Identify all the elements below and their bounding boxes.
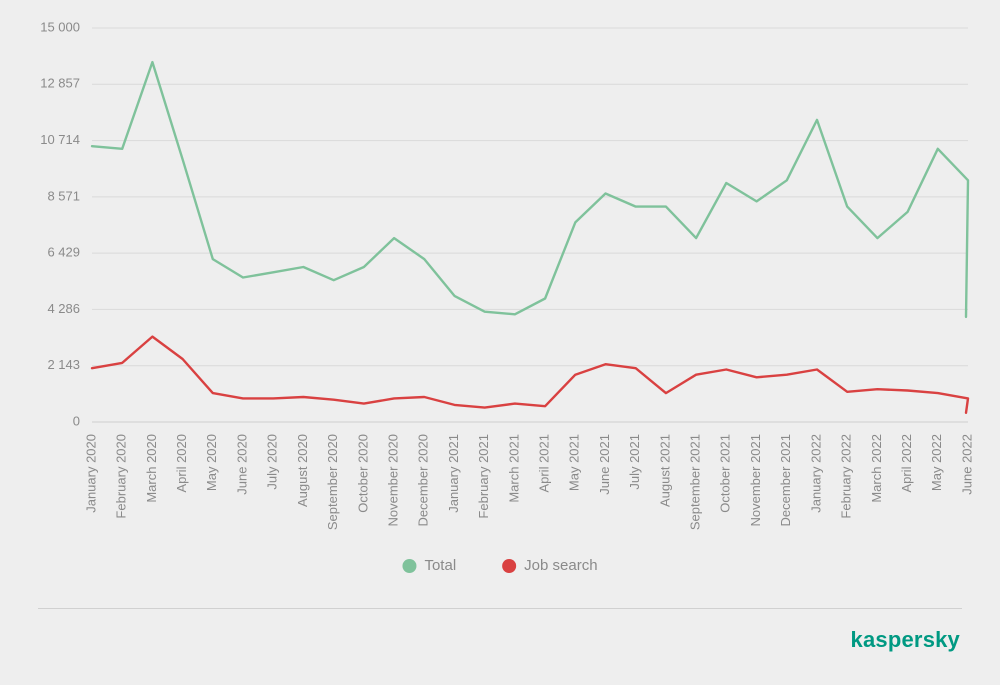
x-tick-label: June 2022 [959,434,974,495]
line-chart-svg: 0 2 143 4 286 6 429 8 571 10 714 12 857 15 000 J… [14,14,986,584]
x-tick-label: January 2021 [446,434,461,513]
chart-frame: 0 2 143 4 286 6 429 8 571 10 714 12 857 15 000 J… [14,14,986,671]
x-tick-label: March 2022 [869,434,884,503]
x-tick-label: October 2021 [718,434,733,513]
bottom-divider [38,608,962,609]
chart-area: 0 2 143 4 286 6 429 8 571 10 714 12 857 15 000 J… [14,14,986,584]
y-tick-label: 2 143 [47,357,80,372]
x-tick-label: December 2020 [416,434,431,527]
x-tick-label: March 2021 [506,434,521,503]
x-tick-label: March 2020 [144,434,159,503]
x-tick-label: July 2020 [265,434,280,490]
x-tick-label: February 2020 [114,434,129,519]
x-tick-label: August 2021 [657,434,672,507]
x-tick-label: October 2020 [355,434,370,513]
x-tick-label: February 2022 [839,434,854,519]
y-tick-label: 12 857 [40,76,80,91]
legend-swatch-icon [502,559,516,573]
brand-logo: kaspersky [851,627,960,653]
x-tick-label: September 2021 [688,434,703,530]
legend-label: Total [424,557,456,574]
y-tick-label: 0 [73,413,80,428]
x-tick-label: April 2021 [537,434,552,493]
x-tick-label: September 2020 [325,434,340,530]
x-tick-label: November 2020 [386,434,401,527]
x-tick-label: January 2022 [808,434,823,513]
legend-swatch-icon [402,559,416,573]
x-tick-label: May 2021 [567,434,582,491]
x-tick-label: January 2020 [83,434,98,513]
x-tick-label: June 2020 [234,434,249,495]
x-tick-label: May 2020 [204,434,219,491]
x-tick-label: December 2021 [778,434,793,527]
x-tick-label: April 2022 [899,434,914,493]
y-tick-label: 4 286 [47,301,80,316]
y-tick-label: 15 000 [40,19,80,34]
legend: Total Job search [402,557,597,574]
x-tick-label: May 2022 [929,434,944,491]
x-tick-label: April 2020 [174,434,189,493]
x-tick-label: July 2021 [627,434,642,490]
x-tick-label: August 2020 [295,434,310,507]
y-tick-label: 6 429 [47,245,80,260]
x-tick-label: June 2021 [597,434,612,495]
legend-label: Job search [524,557,597,574]
x-tick-label: November 2021 [748,434,763,527]
page-background: 0 2 143 4 286 6 429 8 571 10 714 12 857 15 000 J… [0,0,1000,685]
y-tick-label: 8 571 [47,188,80,203]
x-tick-label: February 2021 [476,434,491,519]
y-tick-label: 10 714 [40,132,80,147]
